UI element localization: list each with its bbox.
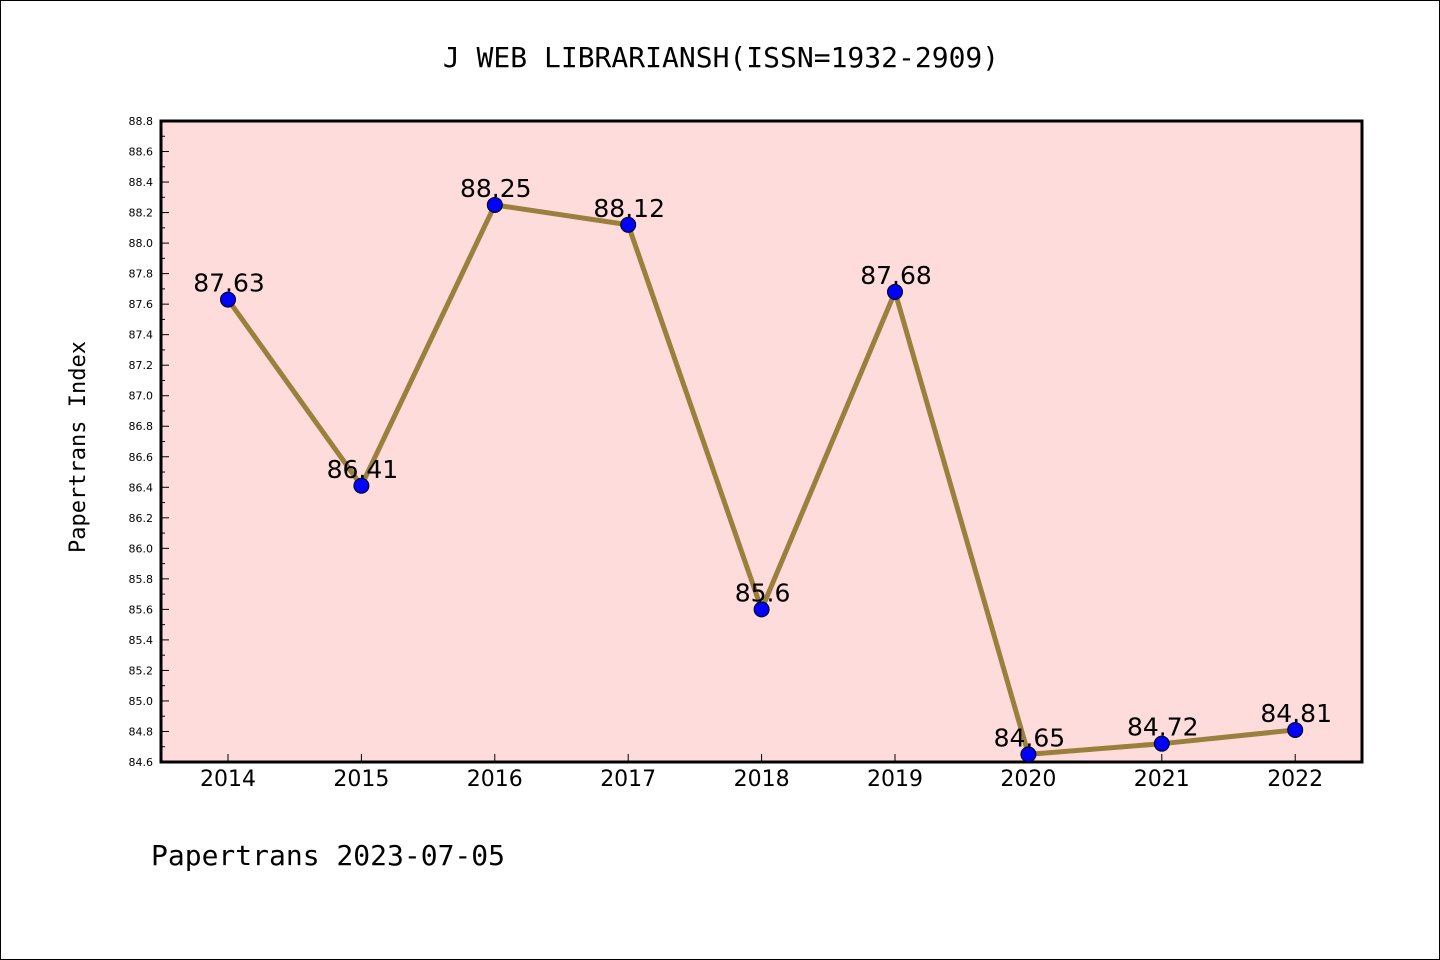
y-tick-label: 88.2 bbox=[129, 207, 154, 220]
y-tick-label: 88.4 bbox=[129, 176, 154, 189]
y-tick-label: 84.8 bbox=[129, 725, 154, 738]
data-label: 88.25 bbox=[460, 174, 532, 203]
data-point bbox=[486, 196, 503, 213]
y-tick-label: 87.8 bbox=[129, 268, 154, 281]
x-tick-label: 2014 bbox=[200, 767, 256, 792]
data-label: 84.65 bbox=[994, 723, 1066, 752]
y-tick-label: 87.6 bbox=[129, 298, 154, 311]
data-point bbox=[1153, 735, 1170, 752]
plot-area bbox=[159, 119, 1364, 764]
y-tick-label: 84.6 bbox=[129, 756, 154, 769]
y-tick-label: 86.4 bbox=[129, 481, 154, 494]
y-tick-label: 86.8 bbox=[129, 420, 154, 433]
data-point bbox=[353, 477, 370, 494]
chart-title: J WEB LIBRARIANSH(ISSN=1932-2909) bbox=[443, 41, 999, 74]
y-tick-label: 86.2 bbox=[129, 512, 154, 525]
data-point bbox=[753, 601, 770, 618]
series-layer: 87.63 86.41 88.25 88.12 85.6 87.68 84.65 84.72 8… bbox=[193, 174, 1332, 763]
y-tick-label: 85.0 bbox=[129, 695, 154, 708]
data-label: 84.72 bbox=[1127, 713, 1199, 742]
y-tick-label: 87.2 bbox=[129, 359, 154, 372]
data-point bbox=[1020, 746, 1037, 763]
y-tick-label: 88.8 bbox=[129, 115, 154, 128]
x-tick-label: 2020 bbox=[1000, 767, 1056, 792]
data-label: 84.81 bbox=[1260, 699, 1332, 728]
data-point bbox=[220, 291, 236, 308]
data-label: 87.68 bbox=[860, 261, 932, 290]
y-tick-label: 85.4 bbox=[129, 634, 154, 647]
data-label: 85.6 bbox=[735, 578, 791, 607]
y-tick-label: 88.0 bbox=[129, 237, 154, 250]
y-tick-label: 88.6 bbox=[129, 146, 154, 159]
data-point bbox=[887, 283, 903, 300]
x-tick-label: 2019 bbox=[867, 767, 923, 792]
x-tick-label: 2017 bbox=[600, 767, 656, 792]
y-tick-label: 85.2 bbox=[129, 664, 154, 677]
y-tick-label: 85.8 bbox=[129, 573, 154, 586]
y-tick-label: 85.6 bbox=[129, 603, 154, 616]
axis-ticks: 84.6 84.8 85.0 85.2 85.4 85.6 85.8 86.0 86.2 86.4… bbox=[129, 115, 1324, 792]
data-point bbox=[1287, 721, 1304, 738]
data-label: 88.12 bbox=[593, 194, 665, 223]
x-tick-label: 2016 bbox=[467, 767, 523, 792]
y-axis-label: Papertrans Index bbox=[66, 341, 91, 553]
x-tick-label: 2022 bbox=[1267, 767, 1323, 792]
y-tick-label: 87.0 bbox=[129, 390, 154, 403]
y-tick-label: 87.4 bbox=[129, 329, 154, 342]
data-label: 87.63 bbox=[193, 269, 265, 298]
footer-date: Papertrans 2023-07-05 bbox=[151, 839, 505, 872]
y-tick-label: 86.6 bbox=[129, 451, 154, 464]
x-tick-label: 2021 bbox=[1134, 767, 1190, 792]
y-tick-label: 86.0 bbox=[129, 542, 154, 555]
x-tick-label: 2015 bbox=[333, 767, 389, 792]
data-label: 86.41 bbox=[327, 455, 399, 484]
x-tick-label: 2018 bbox=[734, 767, 790, 792]
data-point bbox=[620, 216, 637, 233]
